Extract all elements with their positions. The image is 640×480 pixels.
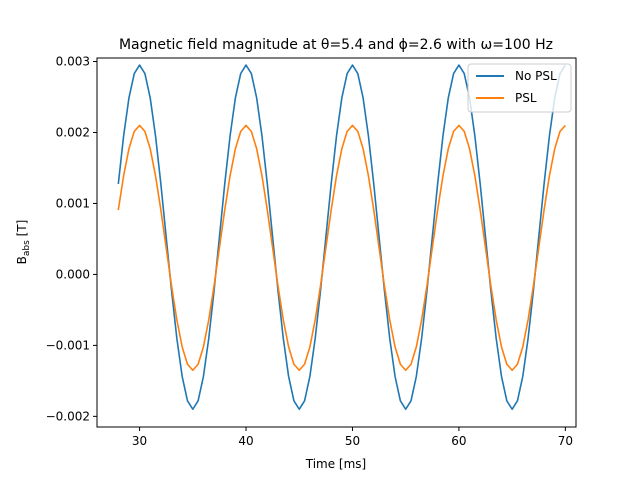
y-tick-label: −0.002 xyxy=(46,409,90,423)
series-layer xyxy=(117,64,567,411)
y-axis-label-sub: abs xyxy=(22,240,32,256)
x-tick-label: 70 xyxy=(558,434,573,448)
y-axis-label-main: B xyxy=(15,256,29,264)
legend-label-psl: PSL xyxy=(515,91,537,105)
legend-label-no-psl: No PSL xyxy=(515,69,557,83)
y-tick-label: 0.001 xyxy=(56,196,90,210)
y-tick-label: 0.003 xyxy=(56,55,90,69)
legend: No PSL PSL xyxy=(467,63,572,113)
chart-title: Magnetic field magnitude at θ=5.4 and ϕ=… xyxy=(119,37,553,53)
x-axis-label: Time [ms] xyxy=(305,457,367,471)
y-tick-label: −0.001 xyxy=(46,338,90,352)
x-axis: 30 40 50 60 70 xyxy=(132,427,573,448)
x-tick-label: 30 xyxy=(132,434,147,448)
y-axis: −0.002 −0.001 0.000 0.001 0.002 0.003 xyxy=(46,55,97,423)
x-tick-label: 50 xyxy=(345,434,360,448)
plot-frame xyxy=(96,57,577,428)
series-line-psl xyxy=(117,124,566,372)
y-axis-label: Babs [T] xyxy=(15,220,32,265)
y-tick-label: 0.002 xyxy=(56,126,90,140)
x-tick-label: 60 xyxy=(451,434,466,448)
y-tick-label: 0.000 xyxy=(56,267,90,281)
y-axis-label-unit: [T] xyxy=(15,220,29,241)
x-tick-label: 40 xyxy=(238,434,253,448)
